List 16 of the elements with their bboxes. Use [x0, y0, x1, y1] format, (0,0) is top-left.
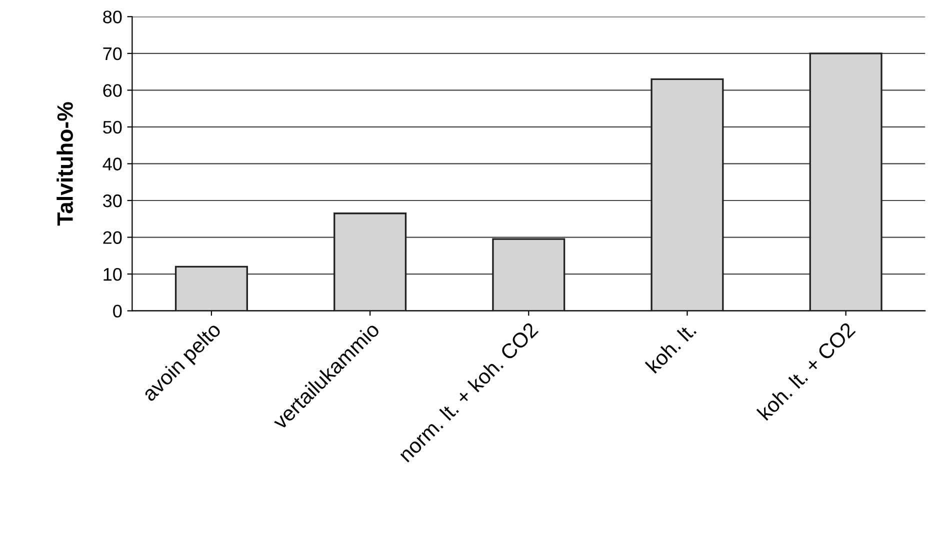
y-tick-label: 50 — [103, 120, 122, 134]
y-tick-label: 60 — [103, 84, 122, 97]
bar — [650, 78, 724, 311]
bar — [334, 212, 407, 311]
bar — [174, 266, 248, 311]
y-tick-label: 10 — [104, 268, 122, 281]
y-tick-label: 70 — [103, 47, 122, 60]
y-tick-label: 80 — [103, 10, 122, 24]
y-tick-label: 30 — [103, 194, 122, 208]
y-tick-label: 20 — [103, 231, 122, 244]
x-tick-label: koh. lt. — [644, 322, 697, 374]
bar — [492, 238, 566, 311]
bar — [809, 52, 882, 311]
y-axis-title: Talvituho-% — [56, 102, 73, 226]
y-tick-label: 0 — [113, 304, 122, 318]
y-tick-label: 40 — [102, 158, 122, 170]
